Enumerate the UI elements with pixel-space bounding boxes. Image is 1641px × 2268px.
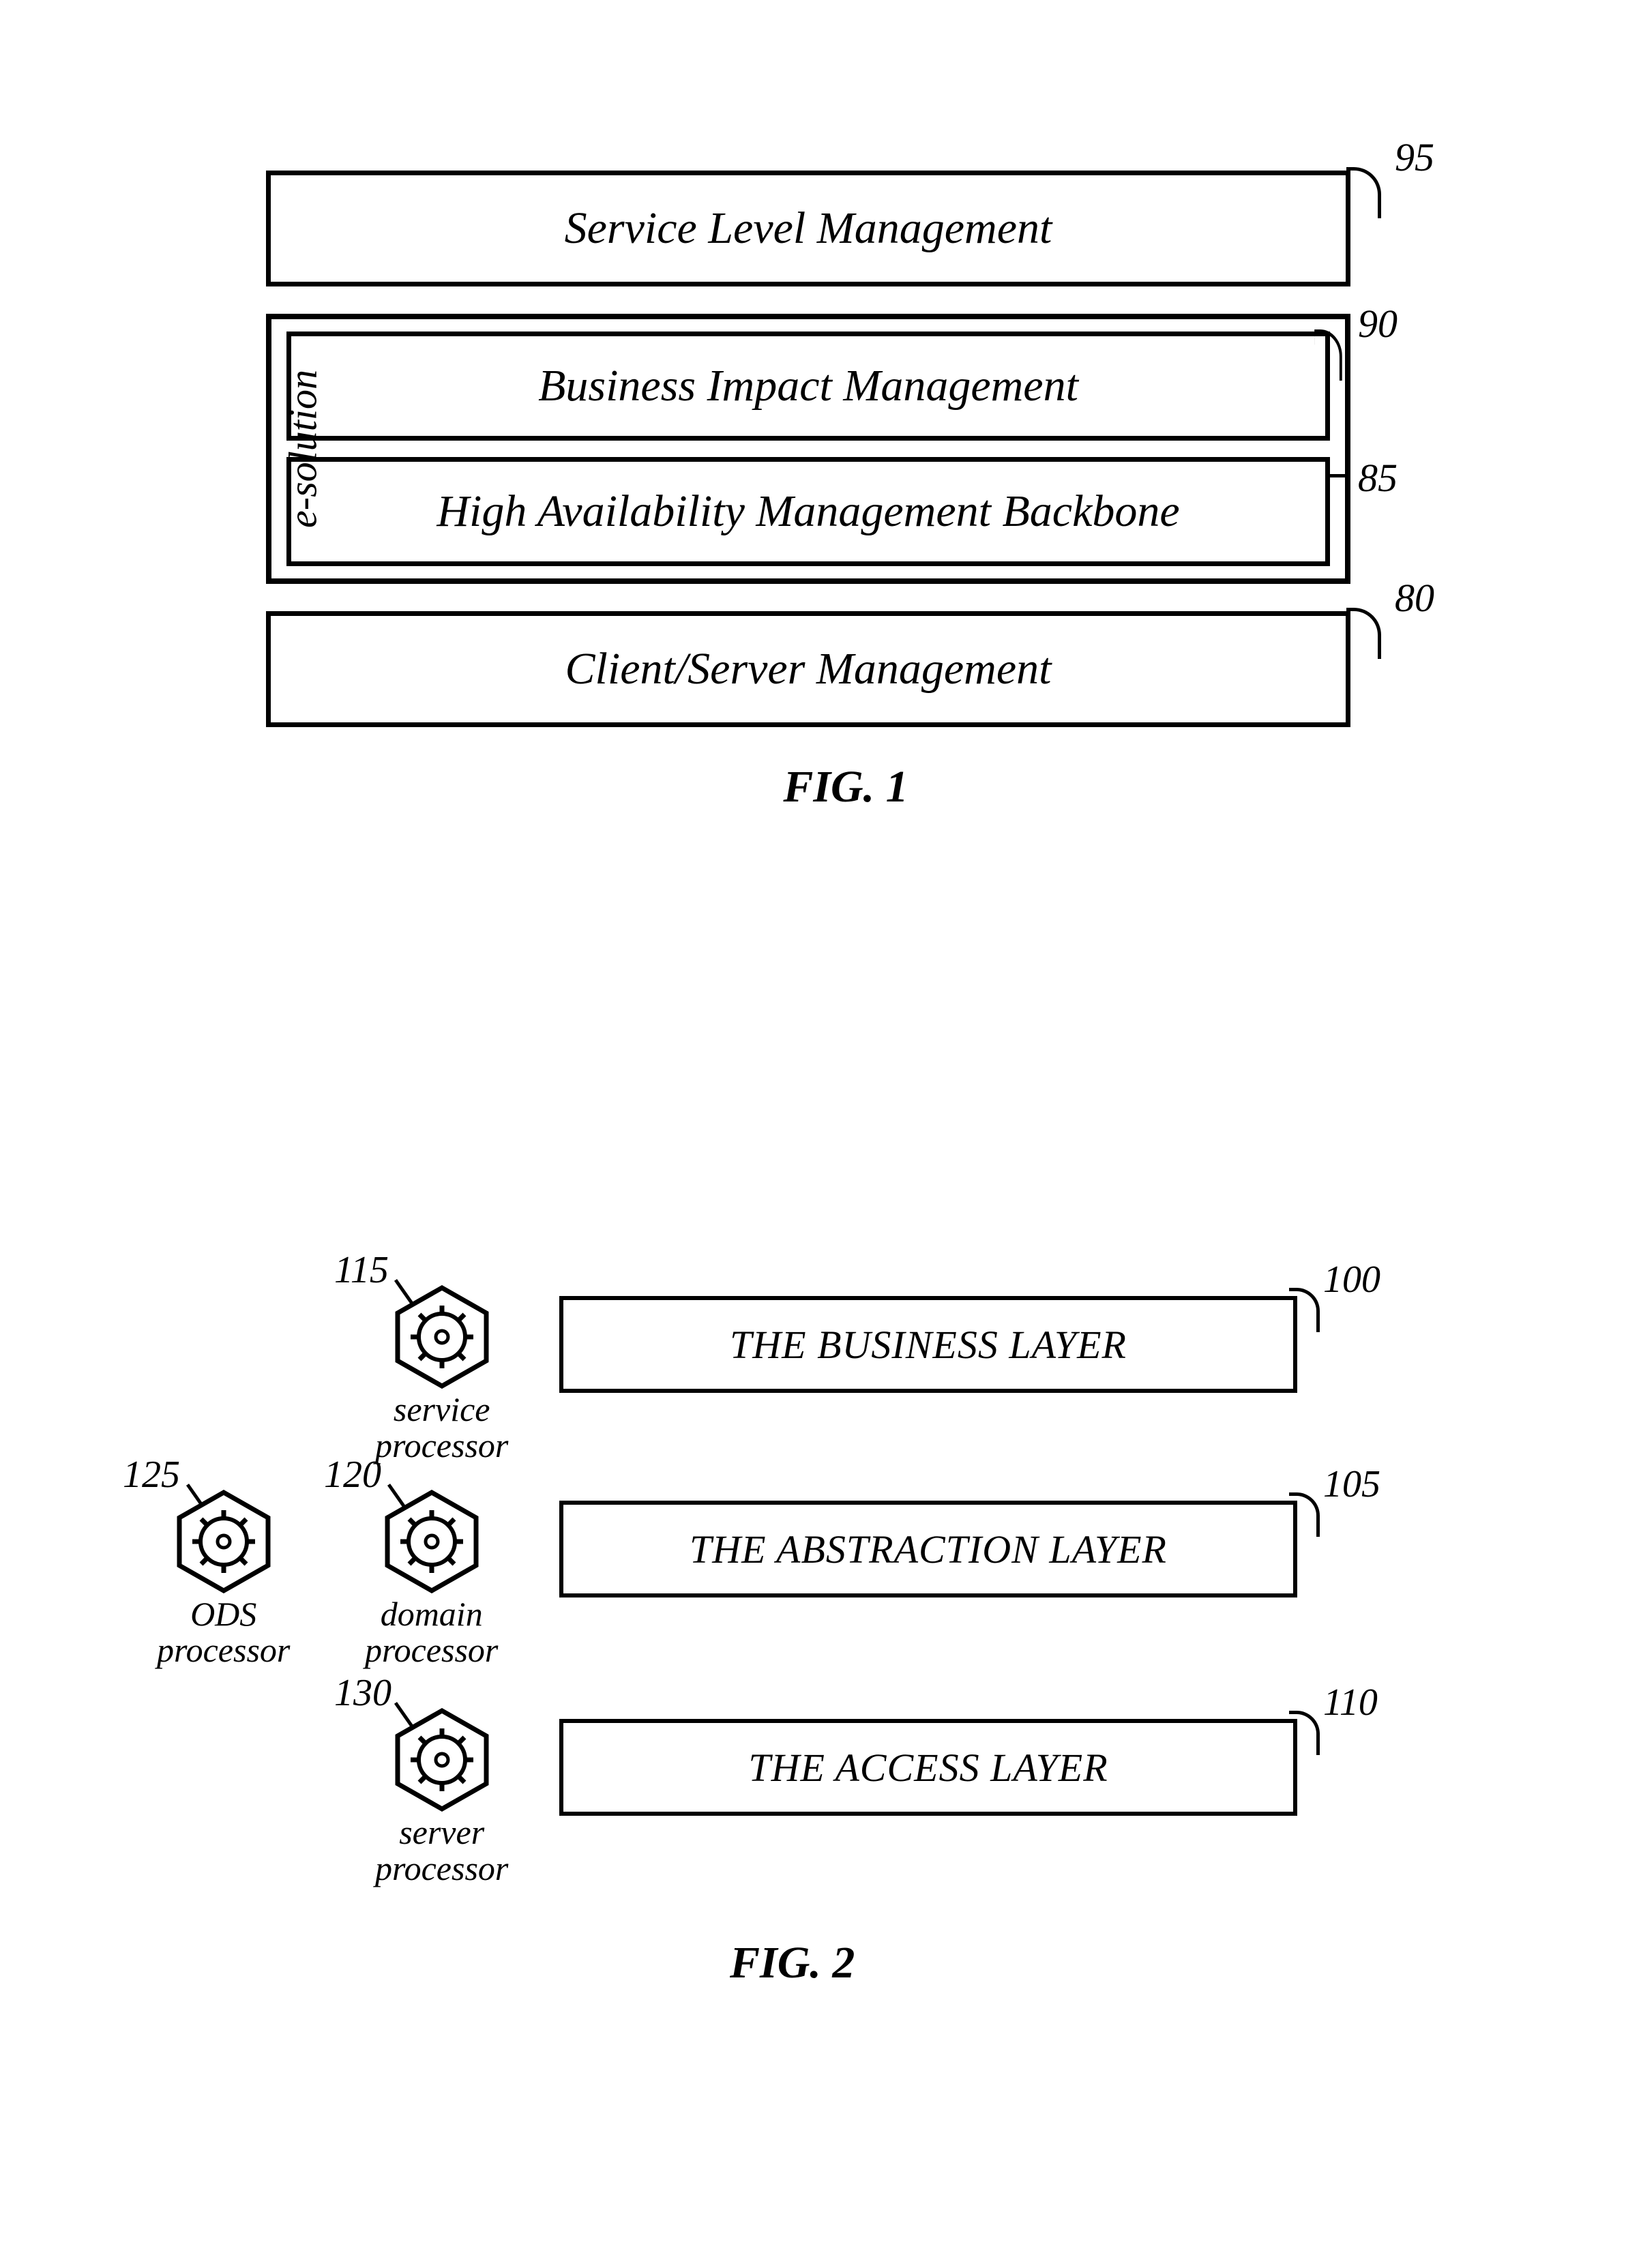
- layer-abstraction: THE ABSTRACTION LAYER: [559, 1501, 1297, 1597]
- e-solution-group: e-solution Business Impact Management 90…: [266, 314, 1350, 584]
- fig2-row-abstraction: 125 ODS processor 120 domain processor T…: [150, 1487, 1446, 1678]
- leader-hook: [1289, 1711, 1320, 1755]
- ref-85: 85: [1358, 455, 1398, 501]
- gear-hex-icon: [381, 1487, 483, 1596]
- fig2-row-business: 115 service processor THE BUSINESS LAYER…: [150, 1282, 1446, 1460]
- ref-80: 80: [1395, 575, 1434, 621]
- proc-label-l2: processor: [157, 1631, 290, 1669]
- ref-100: 100: [1323, 1258, 1380, 1301]
- processor-ods: ODS processor: [157, 1487, 290, 1668]
- layer-business-label: THE BUSINESS LAYER: [730, 1322, 1127, 1368]
- figure-1-caption: FIG. 1: [266, 761, 1425, 813]
- layer-bim: Business Impact Management 90: [286, 332, 1330, 441]
- layer-slm-label: Service Level Management: [565, 203, 1052, 254]
- proc-label-l1: domain: [381, 1595, 483, 1633]
- proc-label-l2: processor: [375, 1849, 508, 1887]
- leader-line: [1328, 474, 1348, 477]
- gear-hex-icon: [391, 1282, 493, 1391]
- layer-business: THE BUSINESS LAYER: [559, 1296, 1297, 1393]
- ref-105: 105: [1323, 1462, 1380, 1506]
- layer-abstraction-label: THE ABSTRACTION LAYER: [690, 1527, 1167, 1572]
- figure-2: 115 service processor THE BUSINESS LAYER…: [150, 1282, 1446, 1883]
- proc-label-l1: ODS: [190, 1595, 256, 1633]
- leader-hook: [1346, 167, 1381, 218]
- layer-access-label: THE ACCESS LAYER: [748, 1745, 1108, 1791]
- figure-2-caption: FIG. 2: [730, 1937, 855, 1989]
- proc-label-l2: processor: [365, 1631, 498, 1669]
- fig2-row-access: 130 server processor THE ACCESS LAYER 11…: [150, 1705, 1446, 1883]
- proc-label-l2: processor: [375, 1426, 508, 1464]
- gear-hex-icon: [173, 1487, 275, 1596]
- layer-slm: Service Level Management 95: [266, 171, 1350, 286]
- layer-csm: Client/Server Management 80: [266, 611, 1350, 727]
- ref-95: 95: [1395, 134, 1434, 180]
- ref-90: 90: [1358, 301, 1398, 347]
- layer-access: THE ACCESS LAYER: [559, 1719, 1297, 1816]
- gear-hex-icon: [391, 1705, 493, 1814]
- layer-hamb: High Availability Management Backbone 85: [286, 457, 1330, 566]
- processor-service: service processor: [375, 1282, 508, 1463]
- layer-csm-label: Client/Server Management: [565, 643, 1052, 695]
- leader-hook: [1314, 329, 1342, 381]
- ref-110: 110: [1323, 1681, 1378, 1724]
- processor-domain: domain processor: [365, 1487, 498, 1668]
- proc-label-l1: service: [394, 1390, 490, 1428]
- figure-1: Service Level Management 95 e-solution B…: [191, 171, 1473, 813]
- leader-hook: [1289, 1492, 1320, 1537]
- leader-hook: [1289, 1288, 1320, 1332]
- processor-server: server processor: [375, 1705, 508, 1886]
- layer-bim-label: Business Impact Management: [538, 360, 1078, 412]
- layer-hamb-label: High Availability Management Backbone: [437, 486, 1179, 537]
- proc-label-l1: server: [399, 1813, 484, 1851]
- page: Service Level Management 95 e-solution B…: [0, 0, 1641, 2268]
- leader-hook: [1346, 608, 1381, 659]
